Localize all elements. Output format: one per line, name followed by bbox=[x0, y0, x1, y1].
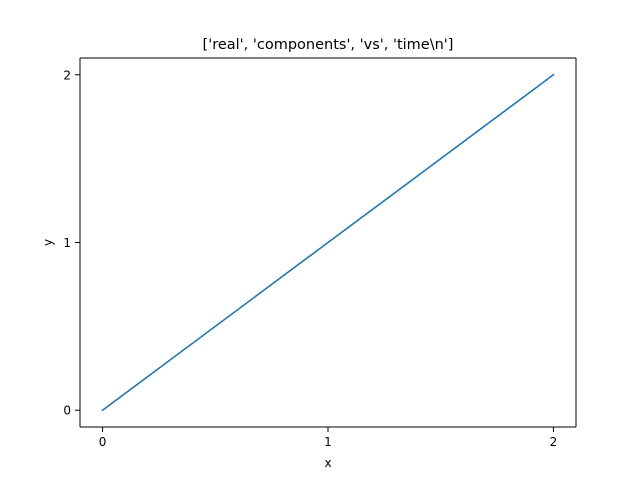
y-tick-label: 1 bbox=[63, 236, 71, 250]
x-axis-label: x bbox=[324, 456, 331, 470]
x-tick-label: 0 bbox=[99, 435, 107, 449]
y-tick-label: 0 bbox=[63, 404, 71, 418]
chart-title: ['real', 'components', 'vs', 'time\n'] bbox=[203, 37, 454, 53]
y-axis-label: y bbox=[41, 239, 55, 246]
y-axis-ticks: 0 1 2 bbox=[63, 68, 80, 418]
x-axis-ticks: 0 1 2 bbox=[99, 427, 558, 449]
y-tick-label: 2 bbox=[63, 68, 71, 82]
x-tick-label: 2 bbox=[550, 435, 558, 449]
series-layer bbox=[101, 73, 555, 412]
series-line-0 bbox=[101, 73, 555, 412]
x-tick-label: 1 bbox=[324, 435, 332, 449]
